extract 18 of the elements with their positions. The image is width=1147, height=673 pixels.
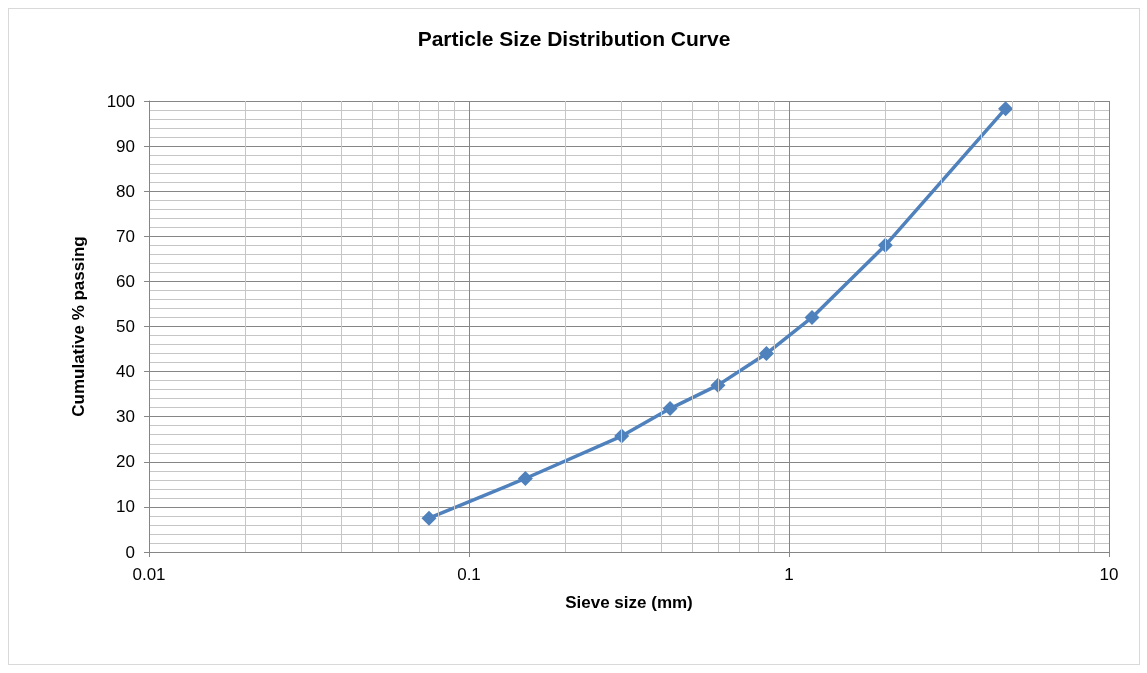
x-tick-label: 0.01 (132, 565, 166, 584)
y-tick-label: 30 (116, 407, 135, 427)
y-tick-label: 20 (116, 452, 135, 472)
y-tick-label: 70 (116, 226, 135, 246)
y-tick-label: 80 (116, 181, 135, 201)
y-tick-label: 40 (116, 362, 135, 382)
x-tick-label: 1 (784, 565, 794, 584)
x-tick-label: 10 (1099, 565, 1119, 584)
y-tick-label: 90 (116, 136, 135, 156)
y-tick-label: 10 (116, 497, 135, 517)
chart-title: Particle Size Distribution Curve (417, 27, 731, 50)
y-axis-title: Cumulative % passing (69, 236, 88, 417)
y-tick-label: 0 (125, 542, 135, 562)
x-axis-title: Sieve size (mm) (565, 593, 693, 612)
y-tick-label: 50 (116, 317, 135, 336)
y-tick-label: 60 (116, 271, 135, 291)
y-tick-label: 100 (106, 91, 135, 111)
x-tick-label: 0.1 (457, 565, 481, 584)
